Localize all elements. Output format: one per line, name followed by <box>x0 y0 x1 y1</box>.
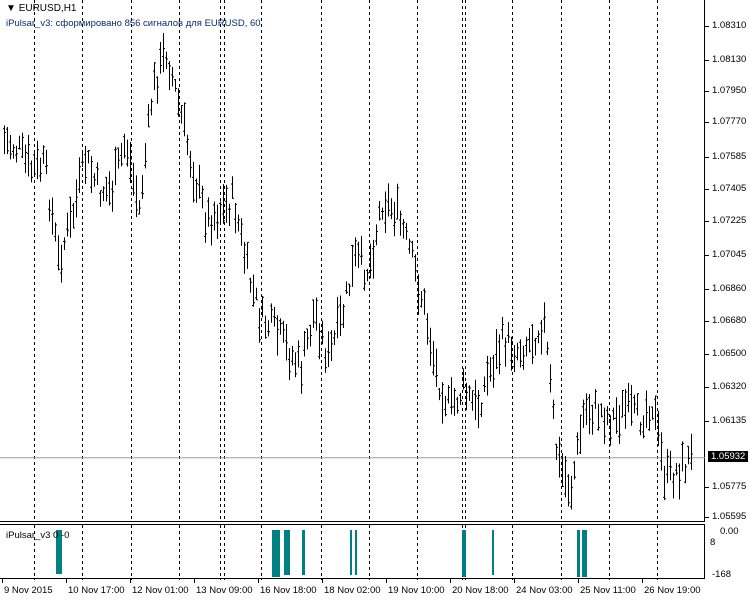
time-label: 10 Nov 17:00 <box>68 585 125 596</box>
price-label: 1.05775 <box>712 481 747 492</box>
indicator-bar <box>284 530 290 575</box>
time-label: 9 Nov 2015 <box>4 585 53 596</box>
time-tick <box>450 579 451 583</box>
indicator-label: iPulsar_v3 0 -0 <box>6 530 70 541</box>
indicator-bar <box>355 530 357 575</box>
time-label: 25 Nov 11:00 <box>580 585 636 596</box>
time-tick <box>66 579 67 583</box>
indicator-scale-top: 0.00 <box>720 526 739 537</box>
price-label: 1.06860 <box>712 283 747 294</box>
price-tick <box>705 122 709 123</box>
price-label: 1.06135 <box>712 415 747 426</box>
indicator-scale-overlap: 8 <box>710 537 716 548</box>
price-tick <box>705 354 709 355</box>
price-tick <box>705 421 709 422</box>
price-label: 1.07585 <box>712 151 747 162</box>
price-bars <box>0 0 705 522</box>
time-tick <box>642 579 643 583</box>
indicator-bar <box>272 530 280 577</box>
indicator-histogram <box>34 525 658 580</box>
price-tick <box>705 189 709 190</box>
price-tick <box>705 321 709 322</box>
price-label: 1.05595 <box>712 511 747 522</box>
current-price-label: 1.05932 <box>708 451 749 462</box>
price-tick <box>705 26 709 27</box>
indicator-message: iPulsar_v3: сформировано 856 сигналов дл… <box>6 18 261 29</box>
symbol-title: EURUSD,H1 <box>18 3 77 14</box>
price-tick <box>705 289 709 290</box>
price-label: 1.07045 <box>712 249 747 260</box>
indicator-bar <box>350 530 352 575</box>
indicator-bar <box>492 530 494 575</box>
indicator-bar <box>302 530 305 575</box>
price-tick <box>705 255 709 256</box>
time-tick <box>194 579 195 583</box>
indicator-bar <box>56 530 62 574</box>
price-label: 1.06680 <box>712 315 747 326</box>
price-tick <box>705 60 709 61</box>
time-tick <box>386 579 387 583</box>
price-label: 1.06500 <box>712 348 747 359</box>
price-label: 1.06320 <box>712 381 747 392</box>
time-label: 16 Nov 18:00 <box>260 585 317 596</box>
time-label: 12 Nov 01:00 <box>132 585 189 596</box>
indicator-bar <box>582 530 587 577</box>
time-tick <box>322 579 323 583</box>
collapse-triangle-icon[interactable]: ▼ <box>6 3 19 14</box>
time-tick <box>130 579 131 583</box>
indicator-bar <box>577 530 580 577</box>
chart-title: ▼ EURUSD,H1 <box>6 3 76 14</box>
time-tick <box>2 579 3 583</box>
price-label: 1.07770 <box>712 116 747 127</box>
price-label: 1.08130 <box>712 54 747 65</box>
time-label: 13 Nov 09:00 <box>196 585 253 596</box>
price-label: 1.08310 <box>712 20 747 31</box>
price-chart-window[interactable]: ▼ EURUSD,H1 iPulsar_v3: сформировано 856… <box>0 0 705 522</box>
time-tick <box>258 579 259 583</box>
price-label: 1.07225 <box>712 215 747 226</box>
price-tick <box>705 487 709 488</box>
time-tick <box>578 579 579 583</box>
time-label: 18 Nov 02:00 <box>324 585 381 596</box>
indicator-subwindow[interactable]: iPulsar_v3 0 -0 <box>0 524 705 580</box>
price-tick <box>705 91 709 92</box>
price-label: 1.07405 <box>712 183 747 194</box>
price-tick <box>705 157 709 158</box>
time-label: 19 Nov 10:00 <box>388 585 445 596</box>
indicator-bar <box>462 530 466 577</box>
time-label: 26 Nov 19:00 <box>644 585 701 596</box>
price-label: 1.07950 <box>712 85 747 96</box>
time-tick <box>514 579 515 583</box>
price-tick <box>705 221 709 222</box>
time-label: 24 Nov 03:00 <box>516 585 573 596</box>
time-label: 20 Nov 18:00 <box>452 585 509 596</box>
price-tick <box>705 517 709 518</box>
price-tick <box>705 387 709 388</box>
indicator-scale-bottom: -168 <box>712 569 732 580</box>
